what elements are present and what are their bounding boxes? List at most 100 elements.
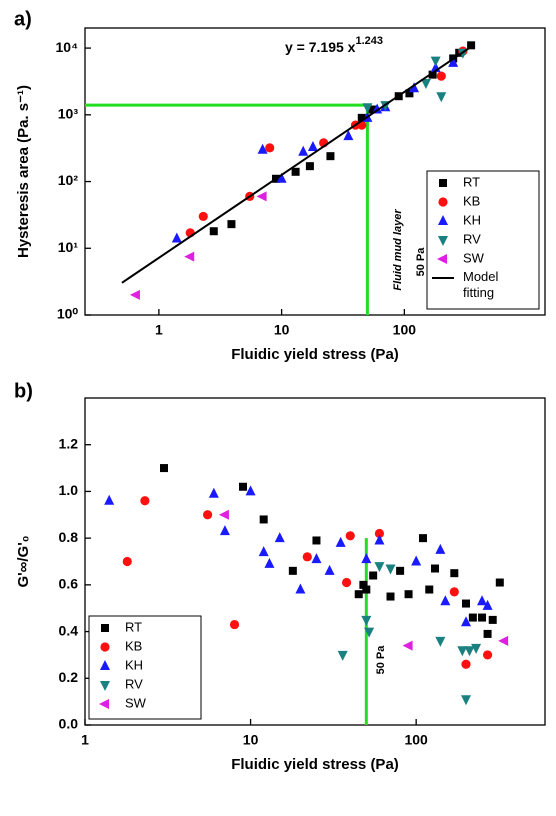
legend-label: Model fitting — [463, 269, 499, 300]
point — [343, 130, 354, 141]
point — [288, 566, 297, 575]
point — [311, 553, 322, 564]
point — [482, 599, 493, 610]
point — [436, 92, 447, 103]
point — [435, 543, 446, 554]
point — [460, 616, 471, 627]
point — [477, 595, 488, 606]
point — [291, 167, 300, 176]
y-axis-label: G'∞/G'₀ — [15, 535, 32, 587]
x-axis-label: Fluidic yield stress (Pa) — [231, 756, 399, 773]
point — [298, 145, 309, 156]
point — [385, 564, 396, 575]
equation-text: y = 7.195 x — [285, 39, 356, 55]
point — [208, 487, 219, 498]
legend-marker — [438, 215, 448, 225]
point — [359, 580, 368, 589]
y-tick-label: 10³ — [58, 106, 79, 122]
equation: y = 7.195 x1.243 — [285, 35, 383, 55]
point — [374, 534, 385, 545]
point — [430, 56, 441, 67]
legend-marker — [100, 642, 110, 652]
legend-label: RV — [463, 231, 481, 246]
point — [160, 464, 169, 473]
x-tick-label: 100 — [404, 732, 428, 748]
point — [361, 553, 372, 564]
point — [312, 536, 321, 545]
legend-label: SW — [463, 250, 485, 265]
point — [461, 659, 471, 669]
point — [402, 640, 413, 651]
legend-label: KB — [463, 193, 480, 208]
legend-marker — [100, 681, 110, 691]
point — [361, 615, 372, 626]
point — [345, 531, 355, 541]
point — [258, 546, 269, 557]
legend-marker — [437, 254, 447, 264]
point — [184, 251, 195, 262]
point — [259, 515, 268, 524]
legend-label: KH — [125, 657, 143, 672]
legend-marker — [438, 197, 448, 207]
point — [326, 152, 335, 161]
point — [357, 113, 366, 122]
legend-marker — [101, 624, 109, 632]
annotation: 50 Pa — [415, 247, 427, 277]
point — [218, 509, 229, 520]
point — [256, 191, 267, 202]
point — [209, 227, 218, 236]
point — [265, 143, 275, 153]
panel-label: a) — [14, 8, 32, 30]
x-tick-label: 1 — [81, 732, 89, 748]
point — [440, 595, 451, 606]
point — [364, 627, 375, 638]
point — [302, 552, 312, 562]
point — [362, 103, 373, 114]
point — [498, 635, 509, 646]
point — [488, 615, 497, 624]
y-tick-label: 0.8 — [59, 529, 79, 545]
y-tick-label: 0.4 — [59, 622, 79, 638]
legend-marker — [439, 179, 447, 187]
point — [335, 536, 346, 547]
point — [449, 587, 459, 597]
point — [483, 629, 492, 638]
y-tick-label: 10¹ — [58, 239, 79, 255]
point — [450, 569, 459, 578]
point — [386, 592, 395, 601]
point — [354, 590, 363, 599]
panel-label: b) — [14, 380, 33, 402]
point — [245, 485, 256, 496]
legend-label: RT — [125, 619, 142, 634]
equation-exponent: 1.243 — [355, 35, 383, 47]
point — [369, 571, 378, 580]
point — [219, 525, 230, 536]
point — [140, 496, 150, 506]
point — [411, 555, 422, 566]
y-tick-label: 0.2 — [59, 669, 79, 685]
annotation: Fluid mud layer — [392, 209, 404, 291]
point — [460, 695, 471, 706]
point — [227, 220, 236, 229]
point — [409, 82, 420, 93]
point — [122, 556, 132, 567]
x-tick-label: 1 — [155, 322, 163, 338]
y-tick-label: 10² — [58, 172, 79, 188]
point — [448, 56, 459, 67]
point — [404, 590, 413, 599]
legend-marker — [99, 699, 109, 709]
y-tick-label: 1.0 — [59, 482, 79, 498]
plot-frame — [84, 27, 546, 316]
point — [468, 613, 477, 622]
point — [464, 646, 475, 657]
legend-label: RT — [463, 174, 480, 189]
point — [461, 599, 470, 608]
y-axis-label: Hysteresis area (Pa. s⁻¹) — [15, 85, 32, 258]
legend-label: SW — [125, 695, 147, 710]
point — [467, 41, 476, 50]
point — [495, 578, 504, 587]
point — [368, 105, 377, 114]
legend-marker — [438, 236, 448, 246]
point — [274, 532, 285, 543]
point — [198, 211, 208, 222]
